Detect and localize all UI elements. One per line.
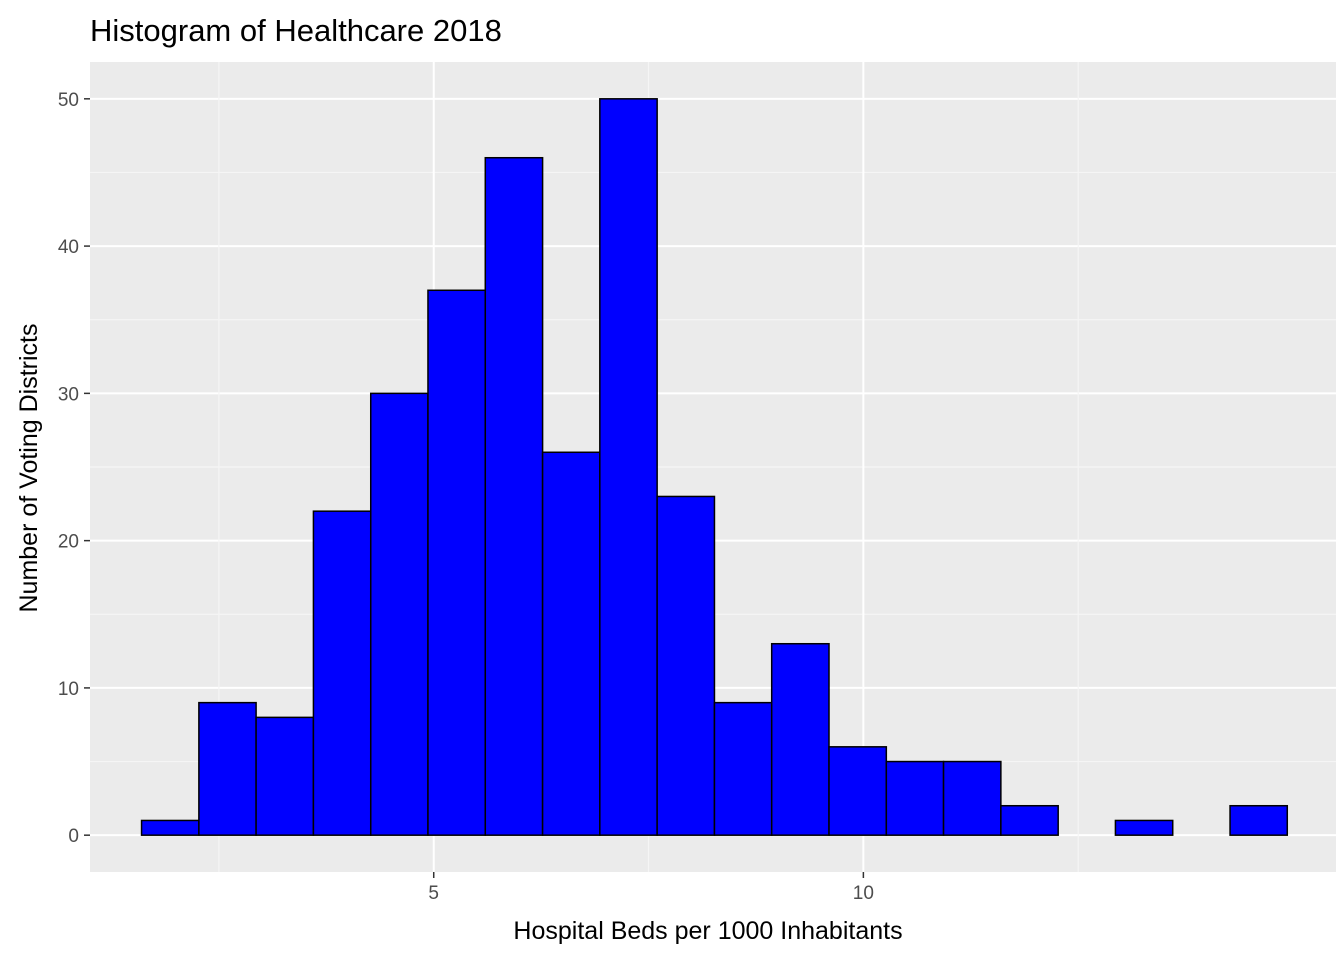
histogram-bar: [198, 701, 257, 836]
histogram-bar: [312, 510, 372, 836]
y-tick-label: 20: [58, 532, 79, 553]
histogram-bar: [656, 495, 716, 836]
y-tick-label: 50: [58, 90, 79, 111]
histogram-bar: [942, 760, 1002, 836]
histogram-bar: [599, 98, 658, 836]
y-tick-label: 30: [58, 384, 79, 405]
y-axis: 0 10 20 30 40 50: [58, 90, 90, 847]
histogram-bar: [427, 289, 487, 836]
histogram-bar: [255, 716, 315, 836]
histogram-bar: [1229, 804, 1289, 836]
y-tick-label: 10: [58, 679, 79, 700]
y-tick-label: 40: [58, 237, 79, 258]
histogram-bar: [369, 392, 429, 836]
histogram-bar: [885, 760, 945, 836]
x-axis: 5 10: [428, 872, 874, 904]
x-tick-label: 5: [428, 883, 439, 904]
histogram-bar: [713, 701, 773, 836]
x-axis-title: Hospital Beds per 1000 Inhabitants: [513, 917, 902, 945]
histogram-bar: [828, 746, 888, 836]
y-tick-label: 0: [68, 826, 79, 847]
histogram-bar: [484, 156, 544, 836]
histogram-bar: [140, 819, 200, 836]
histogram-bar: [541, 451, 601, 836]
histogram-bar: [1114, 819, 1174, 836]
x-tick-label: 10: [853, 883, 874, 904]
chart-title: Histogram of Healthcare 2018: [90, 13, 502, 48]
y-axis-title: Number of Voting Districts: [15, 324, 43, 613]
histogram-bar: [770, 642, 830, 836]
histogram-bar: [1000, 804, 1059, 836]
histogram-bars: [140, 98, 1289, 836]
